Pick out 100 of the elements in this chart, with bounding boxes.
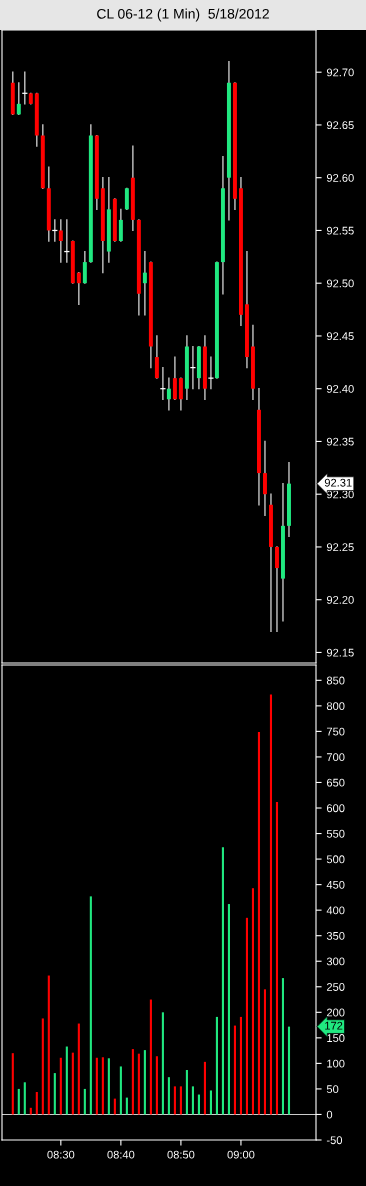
bar (65, 1046, 68, 1115)
bar (251, 888, 255, 1115)
bar (245, 917, 249, 1115)
y-tick-label: 92.30 (326, 490, 354, 499)
candlestick (160, 366, 166, 400)
y-tick-label: 300 (326, 957, 345, 966)
bar (197, 1094, 200, 1115)
text: 92.31 (324, 478, 352, 487)
candlestick (58, 219, 63, 263)
candlestick (262, 440, 267, 516)
candlestick (190, 345, 196, 390)
bar (173, 1086, 176, 1115)
y-tick-label: 150 (327, 1034, 345, 1042)
bar (101, 1057, 104, 1115)
chart-title: CL 06-12 (1 Min) 5/18/2012 (97, 8, 269, 22)
y-tick-label: 100 (327, 1059, 345, 1068)
bar (125, 1097, 128, 1115)
bar (71, 1052, 74, 1115)
y-tick-label: 350 (326, 931, 345, 940)
candlestick (178, 377, 183, 411)
y-tick-label: 50 (326, 1085, 339, 1094)
bar (89, 896, 92, 1115)
candlestick (64, 219, 70, 263)
candlestick (142, 250, 147, 316)
y-tick-label: -50 (326, 1136, 343, 1145)
bar (107, 1058, 110, 1115)
bar (257, 731, 261, 1115)
y-tick-label: 92.65 (326, 121, 354, 130)
bar (41, 1018, 44, 1115)
bar (167, 1077, 170, 1115)
candlestick (16, 82, 21, 116)
x-tick-label: 08:50 (167, 1150, 195, 1159)
bar (47, 975, 50, 1115)
candlestick (208, 356, 214, 390)
bar (17, 1088, 20, 1115)
bar (227, 904, 230, 1115)
y-tick-label: 92.35 (326, 437, 354, 446)
bar (191, 1086, 194, 1115)
bar (185, 1070, 188, 1115)
y-tick-label: 650 (326, 778, 345, 787)
y-tick-label: 92.50 (326, 279, 354, 288)
bar (35, 1091, 38, 1115)
y-tick-label: 92.55 (326, 226, 354, 235)
candlestick (22, 71, 28, 105)
y-tick-label: 400 (326, 906, 345, 915)
bar (161, 1012, 164, 1115)
candlestick (166, 377, 171, 411)
candlestick (274, 546, 279, 632)
bar (203, 1061, 206, 1115)
y-tick-label: 92.20 (326, 595, 354, 604)
bar (233, 1025, 236, 1115)
bar (149, 999, 152, 1115)
candlestick (118, 208, 123, 242)
x-tick-label: 08:40 (107, 1150, 135, 1159)
bar (23, 1082, 26, 1115)
y-tick-label: 92.15 (326, 648, 354, 657)
candlestick (52, 219, 58, 242)
bar (281, 978, 285, 1115)
text: 172 (325, 1021, 343, 1030)
bar (95, 1057, 98, 1115)
bar (209, 1090, 212, 1115)
x-tick-label: 09:00 (227, 1150, 255, 1159)
bar (221, 847, 224, 1115)
candlestick (154, 335, 159, 379)
x-tick-label: 08:30 (47, 1150, 75, 1159)
bar (137, 1053, 140, 1115)
y-tick-label: 0 (326, 1110, 333, 1119)
bar (239, 1016, 242, 1115)
y-tick-label: 92.60 (326, 173, 354, 182)
y-tick-label: 700 (326, 753, 345, 762)
y-tick-label: 92.45 (326, 332, 354, 341)
bar (143, 1050, 146, 1115)
candlestick (76, 272, 81, 305)
bar (215, 1016, 218, 1115)
y-tick-label: 600 (326, 804, 345, 813)
y-tick-label: 250 (326, 983, 345, 991)
bar (287, 1026, 291, 1115)
bar (53, 1073, 56, 1115)
y-tick-label: 450 (326, 880, 345, 889)
bar (119, 1066, 122, 1115)
y-tick-label: 750 (326, 727, 345, 736)
y-tick-label: 200 (326, 1008, 345, 1017)
y-tick-label: 550 (326, 829, 345, 838)
y-tick-label: 92.70 (326, 68, 354, 77)
y-tick-label: 850 (326, 676, 345, 685)
bar (59, 1057, 62, 1115)
bar (11, 1053, 14, 1115)
candlestick (124, 187, 129, 210)
y-tick-label: 92.25 (326, 543, 354, 552)
candlestick (82, 250, 87, 284)
bar (131, 1049, 134, 1115)
bar (83, 1088, 86, 1115)
bar (155, 1056, 158, 1115)
y-tick-label: 92.40 (326, 384, 354, 393)
bar (113, 1098, 116, 1115)
candlestick (172, 356, 177, 400)
bar (77, 1023, 80, 1115)
bar (269, 694, 273, 1115)
bar (263, 989, 267, 1115)
y-tick-label: 800 (326, 702, 345, 710)
